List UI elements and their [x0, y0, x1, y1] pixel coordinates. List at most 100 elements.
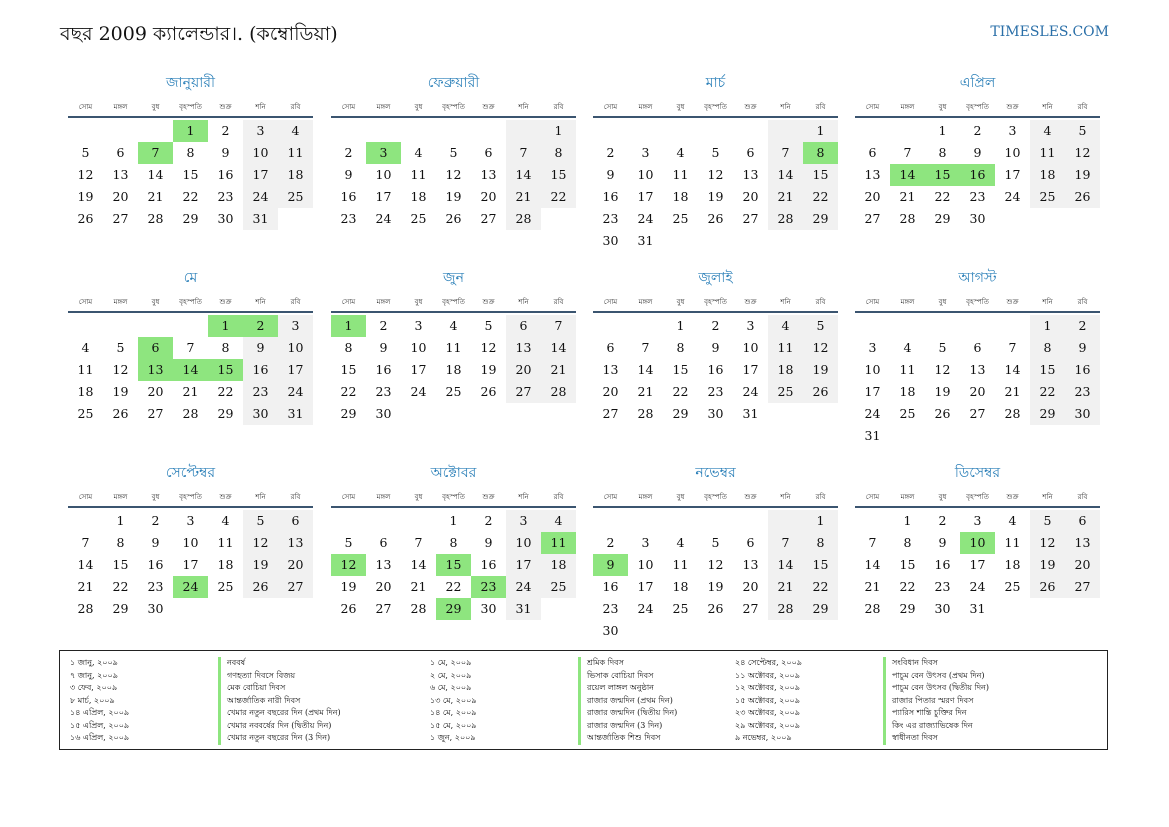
month-name: ডিসেম্বর	[954, 465, 1001, 481]
day-cell: 8	[449, 535, 458, 550]
day-cell: 21	[768, 186, 803, 208]
day-cell: 5	[711, 145, 720, 160]
day-cell: 3	[243, 120, 278, 142]
day-cell: 21	[864, 579, 881, 594]
weekday-label: বৃহস্পতি	[179, 298, 202, 306]
day-cell: 6	[116, 145, 125, 160]
day-cell: 14	[1004, 362, 1021, 377]
legend-item: ১৪ মে, ২০০৯ রাজার জন্মদিন (দ্বিতীয় দিন)	[420, 707, 677, 720]
day-cell: 12	[77, 167, 94, 182]
weekday-label: রবি	[815, 298, 826, 306]
day-cell: 25	[672, 211, 689, 226]
site-link[interactable]: TIMESLES.COM	[990, 24, 1109, 40]
day-cell: 5	[1065, 120, 1100, 142]
day-cell: 8	[221, 340, 230, 355]
legend-item: ২৩ অক্টোবর, ২০০৯ প্যারিস শান্তি চুক্তির দ…	[725, 707, 989, 720]
day-cell: 13	[375, 557, 392, 572]
holiday-day-cell: 23	[471, 576, 506, 598]
day-cell: 29	[112, 601, 129, 616]
holiday-date: ৩ ফেব, ২০০৯	[70, 683, 118, 692]
day-cell: 16	[707, 362, 724, 377]
day-cell: 7	[768, 142, 803, 164]
day-cell: 8	[938, 145, 947, 160]
weekday-label: বৃহস্পতি	[704, 103, 727, 111]
month-name: অক্টোবর	[430, 465, 477, 481]
holiday-date: ১৩ মে, ২০০৯	[430, 695, 477, 705]
day-cell: 13	[742, 557, 759, 572]
holiday-day-cell: 15	[925, 164, 960, 186]
day-cell: 20	[278, 554, 313, 576]
empty-cell	[68, 120, 103, 142]
day-cell: 18	[672, 579, 689, 594]
day-cell: 10	[278, 337, 313, 359]
day-cell: 29	[803, 598, 838, 620]
day-cell: 22	[803, 186, 838, 208]
day-cell: 13	[112, 167, 129, 182]
day-cell: 11	[1004, 535, 1021, 550]
day-cell: 29	[803, 208, 838, 230]
legend-item: ১ জুন, ২০০৯ আন্তর্জাতিক শিশু দিবস	[420, 732, 677, 745]
day-cell: 27	[864, 211, 881, 226]
day-cell: 27	[969, 406, 986, 421]
day-cell: 2	[379, 318, 388, 333]
day-cell: 9	[973, 145, 982, 160]
day-cell: 20	[480, 189, 497, 204]
day-cell: 17	[410, 362, 427, 377]
day-cell: 9	[484, 535, 493, 550]
day-cell: 2	[221, 123, 230, 138]
empty-cell	[173, 315, 208, 337]
day-cell: 25	[899, 406, 916, 421]
day-cell: 7	[186, 340, 195, 355]
holiday-date: ৬ মে, ২০০৯	[430, 683, 472, 692]
day-cell: 11	[899, 362, 916, 377]
holiday-day-cell: 3	[366, 142, 401, 164]
weekday-label: সোম	[341, 298, 356, 306]
holiday-date: ১৫ এপ্রিল, ২০০৯	[70, 720, 130, 730]
day-cell: 27	[375, 601, 392, 616]
weekday-label: রবি	[290, 493, 301, 501]
day-cell: 12	[934, 362, 951, 377]
day-cell: 28	[768, 208, 803, 230]
day-cell: 22	[182, 189, 199, 204]
holiday-name: খেমার নববর্ষের দিন (দ্বিতীয় দিন)	[218, 719, 331, 732]
weekday-label: শনি	[1042, 493, 1053, 501]
holiday-legend: ১ জানু, ২০০৯ নববর্ষ ৭ জানু, ২০০৯ গণহত্যা দি…	[59, 650, 1108, 750]
day-cell: 22	[541, 186, 576, 208]
day-grid: 1 2 3 4 5 6 7 8 9 10 11 12 13 14 15 16 17 18 19 20 21 22 23 24 2…	[331, 120, 576, 230]
empty-cell	[331, 120, 366, 142]
day-cell: 23	[1065, 381, 1100, 403]
day-cell: 18	[672, 189, 689, 204]
day-cell: 5	[711, 535, 720, 550]
empty-cell	[890, 315, 925, 337]
day-cell: 17	[1004, 167, 1021, 182]
month-block: সেপ্টেম্বর সোম মঙ্গল বুধ বৃহস্পতি শুক্র শনি রবি…	[68, 462, 313, 620]
day-cell: 12	[707, 557, 724, 572]
day-cell: 28	[182, 406, 199, 421]
holiday-day-cell: 12	[331, 554, 366, 576]
day-cell: 6	[379, 535, 388, 550]
month-name: মে	[183, 270, 198, 286]
day-cell: 17	[182, 557, 199, 572]
page-title: বছর 2009 ক্যালেন্ডার।. (কম্বোডিয়া)	[60, 23, 338, 45]
day-cell: 19	[1065, 164, 1100, 186]
day-cell: 10	[182, 535, 199, 550]
weekday-header: সোম মঙ্গল বুধ বৃহস্পতি শুক্র শনি রবি	[331, 490, 576, 508]
day-cell: 22	[672, 384, 689, 399]
day-cell: 2	[711, 318, 720, 333]
day-cell: 12	[480, 340, 497, 355]
day-cell: 5	[1030, 510, 1065, 532]
day-cell: 4	[81, 340, 90, 355]
day-cell: 22	[1030, 381, 1065, 403]
empty-cell	[768, 120, 803, 142]
weekday-label: রবি	[290, 298, 301, 306]
day-cell: 11	[1030, 142, 1065, 164]
day-cell: 3	[278, 315, 313, 337]
empty-cell	[138, 315, 173, 337]
weekday-label: বৃহস্পতি	[442, 493, 465, 501]
day-cell: 6	[973, 340, 982, 355]
weekday-label: সোম	[865, 493, 880, 501]
day-cell: 10	[742, 340, 759, 355]
day-cell: 17	[375, 189, 392, 204]
day-cell: 30	[217, 211, 234, 226]
day-cell: 4	[676, 145, 685, 160]
